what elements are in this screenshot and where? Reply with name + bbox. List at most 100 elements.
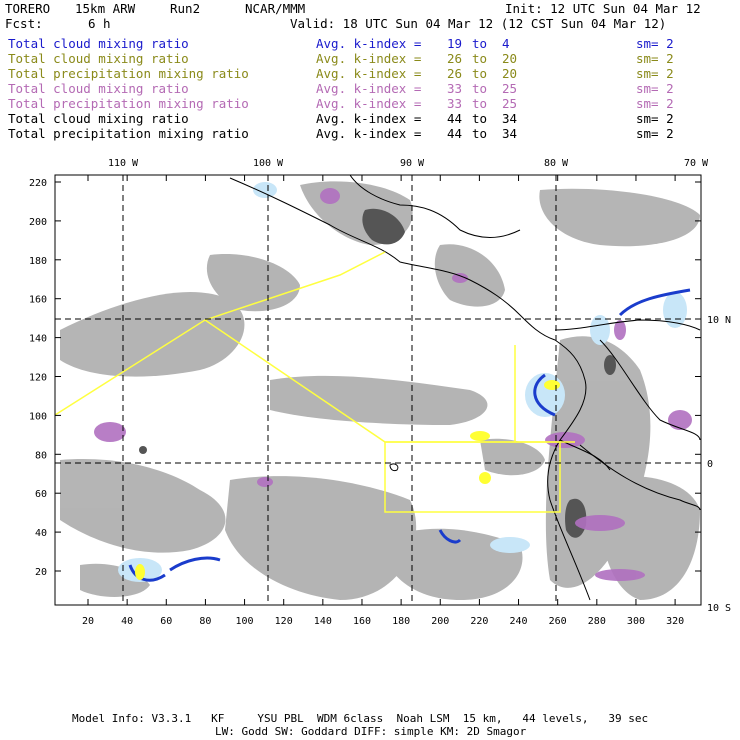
lon-labels: 110 W 100 W 90 W 80 W 70 W xyxy=(108,158,709,169)
legend-from: 33 xyxy=(447,81,463,96)
valid-time: Valid: 18 UTC Sun 04 Mar 12 (12 CST Sun … xyxy=(290,16,667,31)
model-info-line: Model Info: V3.3.1 KF YSU PBL WDM 6class… xyxy=(72,712,649,725)
lat-label: 10 S xyxy=(707,603,731,614)
cloud-region-e xyxy=(270,375,488,425)
y-tick-label: 180 xyxy=(29,256,47,267)
model-run: Run2 xyxy=(170,1,201,16)
x-tick-label: 40 xyxy=(121,616,133,627)
purple-patch-c xyxy=(595,569,645,581)
legend-sm: sm= 2 xyxy=(636,66,674,81)
x-tick-label: 260 xyxy=(549,616,567,627)
legend-kindex: Avg. k-index = xyxy=(316,126,422,141)
y-tick-label: 200 xyxy=(29,217,47,228)
physics-info-line: LW: Godd SW: Goddard DIFF: simple KM: 2D… xyxy=(215,725,527,738)
legend-kindex: Avg. k-index = xyxy=(316,96,422,111)
legend-kindex: Avg. k-index = xyxy=(316,81,422,96)
blue-arc-e xyxy=(438,529,462,544)
legend-field: Total cloud mixing ratio xyxy=(8,81,189,96)
coastline-gulf xyxy=(349,175,521,238)
x-tick-label: 180 xyxy=(392,616,410,627)
cloud-region-f xyxy=(380,528,523,600)
legend-to-word: to xyxy=(472,111,488,126)
dark-core-c xyxy=(604,355,616,375)
legend-field: Total cloud mixing ratio xyxy=(8,51,189,66)
legend-to: 34 xyxy=(502,111,518,126)
legend-to-word: to xyxy=(472,126,488,141)
legend-sm: sm= 2 xyxy=(636,96,674,111)
forecast-value: 6 h xyxy=(88,16,111,31)
y-tick-label: 60 xyxy=(35,489,47,500)
map-frame xyxy=(54,174,702,606)
cloud-region-g xyxy=(434,244,505,307)
legend-kindex: Avg. k-index = xyxy=(316,111,422,126)
legend-field: Total precipitation mixing ratio xyxy=(8,126,249,141)
legend-from: 33 xyxy=(447,96,463,111)
legend-from: 44 xyxy=(447,126,463,141)
legend-sm: sm= 2 xyxy=(636,111,674,126)
purple-patch-a xyxy=(94,422,126,442)
lat-label: 10 N xyxy=(707,315,731,326)
yellow-patch-d xyxy=(479,472,491,484)
y-tick-labels: 220 200 180 160 140 120 100 80 60 40 20 xyxy=(29,178,47,578)
legend-field: Total cloud mixing ratio xyxy=(8,36,189,51)
dark-core-a xyxy=(362,208,405,245)
tick-marks xyxy=(55,175,701,605)
x-tick-label: 100 xyxy=(236,616,254,627)
legend-sm: sm= 2 xyxy=(636,126,674,141)
purple-patch-g xyxy=(614,320,626,340)
y-tick-label: 40 xyxy=(35,528,47,539)
legend-kindex: Avg. k-index = xyxy=(316,66,422,81)
cloud-region-a xyxy=(60,291,245,377)
x-tick-label: 200 xyxy=(431,616,449,627)
x-tick-label: 120 xyxy=(275,616,293,627)
y-tick-label: 100 xyxy=(29,411,47,422)
cloud-region-l xyxy=(480,438,545,476)
lat-lon-grid xyxy=(55,175,701,605)
dark-core-d xyxy=(139,446,147,454)
cloud-field-layer xyxy=(60,181,700,600)
cloud-region-d xyxy=(225,476,417,600)
domain-inner-box xyxy=(384,441,561,513)
legend-from: 44 xyxy=(447,111,463,126)
blue-arc-b xyxy=(169,556,221,572)
legend-to: 25 xyxy=(502,81,518,96)
domain-outer-top xyxy=(54,251,386,416)
domain-outlines xyxy=(54,251,575,513)
model-resolution: 15km ARW xyxy=(75,1,136,16)
model-org: NCAR/MMM xyxy=(245,1,306,16)
lon-label: 90 W xyxy=(400,158,425,169)
legend-sm: sm= 2 xyxy=(636,81,674,96)
x-tick-label: 320 xyxy=(666,616,684,627)
lightblue-patch-e xyxy=(253,182,277,198)
x-tick-label: 220 xyxy=(470,616,488,627)
forecast-label: Fcst: xyxy=(5,16,43,31)
cloud-region-b xyxy=(206,254,300,312)
legend-to-word: to xyxy=(472,96,488,111)
lon-label: 80 W xyxy=(544,158,569,169)
legend-to: 4 xyxy=(502,36,510,51)
legend-sm: sm= 2 xyxy=(636,36,674,51)
y-tick-label: 160 xyxy=(29,295,47,306)
legend-to: 20 xyxy=(502,66,518,81)
y-tick-label: 220 xyxy=(29,178,47,189)
lat-label: 0 xyxy=(707,459,713,470)
purple-patch-e xyxy=(320,188,340,204)
legend-from: 26 xyxy=(447,51,463,66)
init-time: Init: 12 UTC Sun 04 Mar 12 xyxy=(505,1,701,16)
x-tick-label: 20 xyxy=(82,616,94,627)
legend-sm: sm= 2 xyxy=(636,51,674,66)
cloud-region-h xyxy=(539,188,700,247)
coastline-caribbean xyxy=(554,319,701,331)
legend-field: Total precipitation mixing ratio xyxy=(8,96,249,111)
y-tick-label: 20 xyxy=(35,567,47,578)
x-tick-label: 80 xyxy=(199,616,211,627)
x-tick-label: 240 xyxy=(510,616,528,627)
x-tick-labels: 20 40 60 80 100 120 140 160 180 200 220 240 260 280 30… xyxy=(82,616,684,627)
purple-patch-b xyxy=(575,515,625,531)
lat-labels: 10 N 0 10 S xyxy=(707,315,731,614)
lightblue-patch-d xyxy=(590,315,610,345)
yellow-patch-c xyxy=(544,380,560,390)
blue-arc-a xyxy=(128,564,166,582)
legend-to-word: to xyxy=(472,36,488,51)
lightblue-patch-c xyxy=(490,537,530,553)
